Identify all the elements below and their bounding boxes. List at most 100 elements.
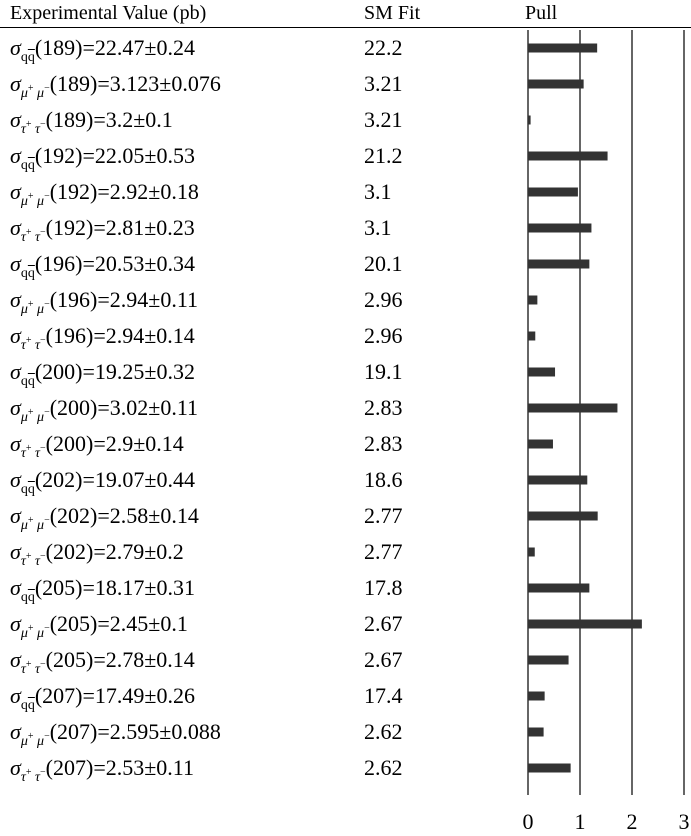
sigma-symbol: σ [10,35,21,60]
experimental-value-cell: σμ+ μ−(189)=3.123±0.076 [10,66,221,112]
sigma-symbol: σ [10,251,21,276]
sigma-symbol: σ [10,71,21,96]
header-experimental-value: Experimental Value (pb) [10,2,207,24]
pull-bar [528,727,544,737]
process-subscript: qq [20,590,35,605]
measured-cross-section: 2.94±0.11 [109,287,199,312]
pull-bar [528,691,545,701]
process-subscript: qq [20,50,35,65]
table-row: στ+ τ−(189)=3.2±0.1 3.21 [0,102,520,138]
pull-bar [528,43,598,53]
sm-fit-cell: 17.4 [364,683,403,708]
process-subscript: τ+ τ− [20,767,46,785]
energy-value: (189)= [49,71,110,96]
measured-cross-section: 2.58±0.14 [109,503,199,528]
process-subscript: qq [20,482,35,497]
process-subscript: μ+ μ− [20,407,50,425]
table-row: σqq(205)=18.17±0.31 17.8 [0,570,520,606]
sm-fit-cell: 2.62 [364,719,403,744]
measured-cross-section: 17.49±0.26 [94,683,195,708]
measured-cross-section: 2.78±0.14 [105,647,195,672]
energy-value: (207)= [45,755,106,780]
pull-bar [528,583,590,593]
pull-bar [528,367,556,377]
energy-value: (189)= [34,35,95,60]
process-subscript: qq [20,374,35,389]
experimental-value-cell: στ+ τ−(202)=2.79±0.2 [10,534,184,580]
experimental-value-cell: σqq(196)=20.53±0.34 [10,246,195,292]
table-row: σμ+ μ−(202)=2.58±0.14 2.77 [0,498,520,534]
sigma-symbol: σ [10,359,21,384]
sigma-symbol: σ [10,755,21,780]
table-row: στ+ τ−(202)=2.79±0.2 2.77 [0,534,520,570]
pull-bar [528,295,538,305]
measured-cross-section: 3.02±0.11 [109,395,199,420]
measured-cross-section: 22.05±0.53 [94,143,195,168]
sm-fit-cell: 3.1 [364,215,392,240]
process-subscript: qq [20,266,35,281]
energy-value: (202)= [45,539,106,564]
pull-bar [528,403,618,413]
measured-cross-section: 2.53±0.11 [105,755,194,780]
process-subscript: qq [20,158,35,173]
pull-bar [528,619,642,629]
pull-bar [528,439,553,449]
experimental-value-cell: σqq(202)=19.07±0.44 [10,462,195,508]
sigma-symbol: σ [10,539,21,564]
table-row: σqq(207)=17.49±0.26 17.4 [0,678,520,714]
measured-cross-section: 20.53±0.34 [94,251,195,276]
pull-bar [528,475,588,485]
energy-value: (205)= [34,575,95,600]
energy-value: (196)= [49,287,110,312]
sm-fit-cell: 2.96 [364,287,403,312]
process-subscript: qq [20,698,35,713]
sm-fit-cell: 17.8 [364,575,403,600]
process-subscript: τ+ τ− [20,659,46,677]
measured-cross-section: 19.25±0.32 [94,359,195,384]
sigma-symbol: σ [10,575,21,600]
experimental-value-cell: σμ+ μ−(192)=2.92±0.18 [10,174,199,220]
table-row: σqq(192)=22.05±0.53 21.2 [0,138,520,174]
pull-bar [528,763,571,773]
pull-bar [528,79,584,89]
pull-bar [528,331,536,341]
energy-value: (202)= [34,467,95,492]
measured-cross-section: 2.81±0.23 [105,215,195,240]
sm-fit-cell: 2.77 [364,503,403,528]
energy-value: (196)= [45,323,106,348]
sm-fit-cell: 2.96 [364,323,403,348]
sm-fit-cell: 22.2 [364,35,403,60]
sigma-symbol: σ [10,179,21,204]
measured-cross-section: 19.07±0.44 [94,467,195,492]
sigma-symbol: σ [10,323,21,348]
energy-value: (192)= [34,143,95,168]
table-row: σqq(196)=20.53±0.34 20.1 [0,246,520,282]
pull-bar [528,151,608,161]
sm-fit-cell: 2.83 [364,395,403,420]
process-subscript: μ+ μ− [20,299,50,317]
sm-fit-cell: 3.1 [364,179,392,204]
sigma-symbol: σ [10,215,21,240]
measured-cross-section: 2.595±0.088 [109,719,221,744]
sm-fit-cell: 2.83 [364,431,403,456]
sm-fit-cell: 3.21 [364,107,403,132]
pull-bar [528,511,598,521]
experimental-value-cell: σμ+ μ−(200)=3.02±0.11 [10,390,198,436]
process-subscript: τ+ τ− [20,551,46,569]
table-row: σqq(200)=19.25±0.32 19.1 [0,354,520,390]
table-row: στ+ τ−(196)=2.94±0.14 2.96 [0,318,520,354]
sigma-symbol: σ [10,287,21,312]
table-row: σqq(189)=22.47±0.24 22.2 [0,30,520,66]
sm-fit-cell: 21.2 [364,143,403,168]
pull-bar [528,547,535,557]
energy-value: (200)= [49,395,110,420]
table-row: σμ+ μ−(192)=2.92±0.18 3.1 [0,174,520,210]
measured-cross-section: 3.2±0.1 [105,107,173,132]
energy-value: (202)= [49,503,110,528]
process-subscript: τ+ τ− [20,335,46,353]
experimental-value-cell: σqq(200)=19.25±0.32 [10,354,195,400]
energy-value: (192)= [45,215,106,240]
experimental-value-cell: σqq(205)=18.17±0.31 [10,570,195,616]
sigma-symbol: σ [10,719,21,744]
